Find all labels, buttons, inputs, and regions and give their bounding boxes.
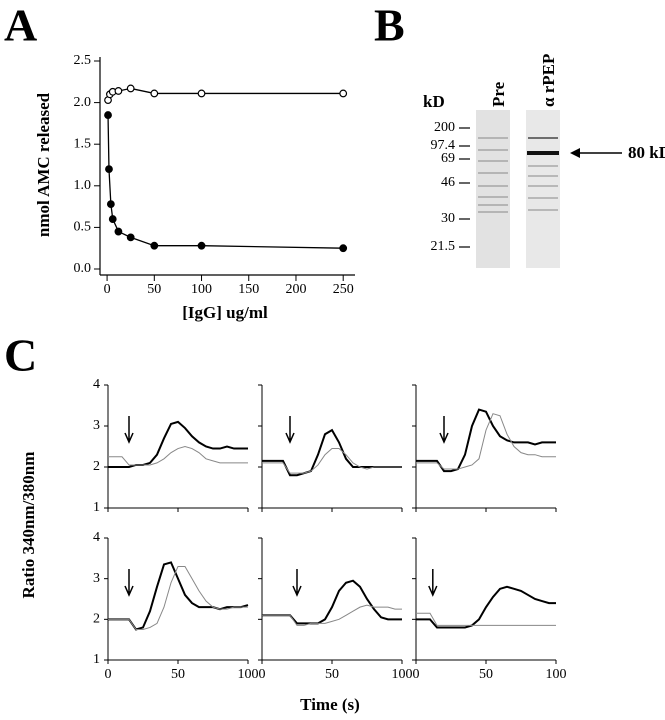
stimulus-arrow bbox=[124, 416, 134, 444]
y-tick-label: 1 bbox=[93, 500, 100, 515]
marker-label: 200 bbox=[434, 120, 455, 135]
x-axis-label: Time (s) bbox=[300, 695, 360, 714]
x-tick-label: 100 bbox=[392, 667, 413, 682]
y-axis-label: Ratio 340nm/380nm bbox=[19, 452, 38, 599]
x-tick-label: 0 bbox=[105, 667, 112, 682]
band-label: 80 kD bbox=[628, 143, 665, 162]
y-tick-label: 0.5 bbox=[74, 220, 92, 235]
trace bbox=[262, 428, 402, 477]
trace bbox=[416, 612, 556, 626]
marker-label: 97.4 bbox=[431, 138, 456, 153]
marker-label: 69 bbox=[441, 151, 455, 166]
stimulus-arrow bbox=[124, 569, 134, 597]
y-axis-label: nmol AMC released bbox=[34, 92, 53, 237]
lane-label: Pre bbox=[489, 81, 508, 107]
y-tick-label: 4 bbox=[93, 530, 100, 545]
data-point bbox=[106, 200, 115, 209]
panel-letter: B bbox=[374, 0, 405, 51]
y-tick-label: 2 bbox=[93, 459, 100, 474]
y-tick-label: 4 bbox=[93, 377, 100, 392]
data-point bbox=[150, 89, 159, 98]
x-tick-label: 250 bbox=[333, 282, 354, 297]
trace bbox=[262, 579, 402, 625]
trace bbox=[108, 445, 248, 466]
y-tick-label: 3 bbox=[93, 418, 100, 433]
lane-label: α rPEP bbox=[539, 54, 558, 107]
data-point bbox=[126, 84, 135, 93]
x-tick-label: 0 bbox=[413, 667, 420, 682]
x-tick-label: 100 bbox=[191, 282, 212, 297]
trace bbox=[416, 585, 556, 629]
data-point bbox=[114, 87, 123, 95]
data-point bbox=[114, 227, 123, 236]
gel-unit-label: kD bbox=[423, 92, 445, 111]
x-tick-label: 150 bbox=[238, 282, 259, 297]
data-point bbox=[104, 111, 112, 119]
data-point bbox=[197, 89, 206, 98]
x-tick-label: 50 bbox=[147, 282, 161, 297]
trace bbox=[262, 604, 402, 626]
y-tick-label: 1.0 bbox=[74, 178, 92, 193]
x-tick-label: 50 bbox=[171, 667, 185, 682]
y-tick-label: 1.5 bbox=[74, 136, 92, 151]
trace bbox=[262, 448, 402, 474]
x-tick-label: 50 bbox=[325, 667, 339, 682]
panel-letter: A bbox=[4, 0, 37, 51]
stimulus-arrow bbox=[439, 416, 449, 444]
trace bbox=[108, 420, 248, 468]
series-line bbox=[107, 87, 344, 101]
data-point bbox=[126, 233, 135, 242]
data-point bbox=[150, 241, 159, 250]
x-tick-label: 200 bbox=[285, 282, 306, 297]
trace bbox=[416, 413, 556, 470]
y-tick-label: 3 bbox=[93, 571, 100, 586]
data-point bbox=[108, 215, 117, 223]
y-tick-label: 2.0 bbox=[74, 95, 92, 110]
data-point bbox=[339, 244, 348, 253]
x-tick-label: 50 bbox=[479, 667, 493, 682]
stimulus-arrow bbox=[292, 569, 302, 597]
data-point bbox=[339, 89, 348, 98]
y-tick-label: 1 bbox=[93, 652, 100, 667]
gel bbox=[476, 110, 622, 268]
y-tick-label: 2 bbox=[93, 612, 100, 627]
x-tick-label: 0 bbox=[104, 282, 111, 297]
marker-label: 21.5 bbox=[431, 239, 456, 254]
data-point bbox=[105, 165, 113, 174]
x-tick-label: 100 bbox=[546, 667, 567, 682]
x-tick-label: 100 bbox=[238, 667, 259, 682]
marker-label: 30 bbox=[441, 211, 455, 226]
trace bbox=[416, 408, 556, 473]
stimulus-arrow bbox=[285, 416, 295, 444]
y-tick-label: 0.0 bbox=[74, 261, 92, 276]
trace bbox=[108, 565, 248, 630]
series-line bbox=[107, 115, 344, 249]
data-point bbox=[197, 241, 206, 250]
x-tick-label: 0 bbox=[259, 667, 266, 682]
x-axis-label: [IgG] ug/ml bbox=[182, 303, 268, 322]
stimulus-arrow bbox=[428, 569, 438, 597]
marker-label: 46 bbox=[441, 175, 455, 190]
y-tick-label: 2.5 bbox=[74, 53, 92, 68]
panel-letter: C bbox=[4, 330, 37, 381]
